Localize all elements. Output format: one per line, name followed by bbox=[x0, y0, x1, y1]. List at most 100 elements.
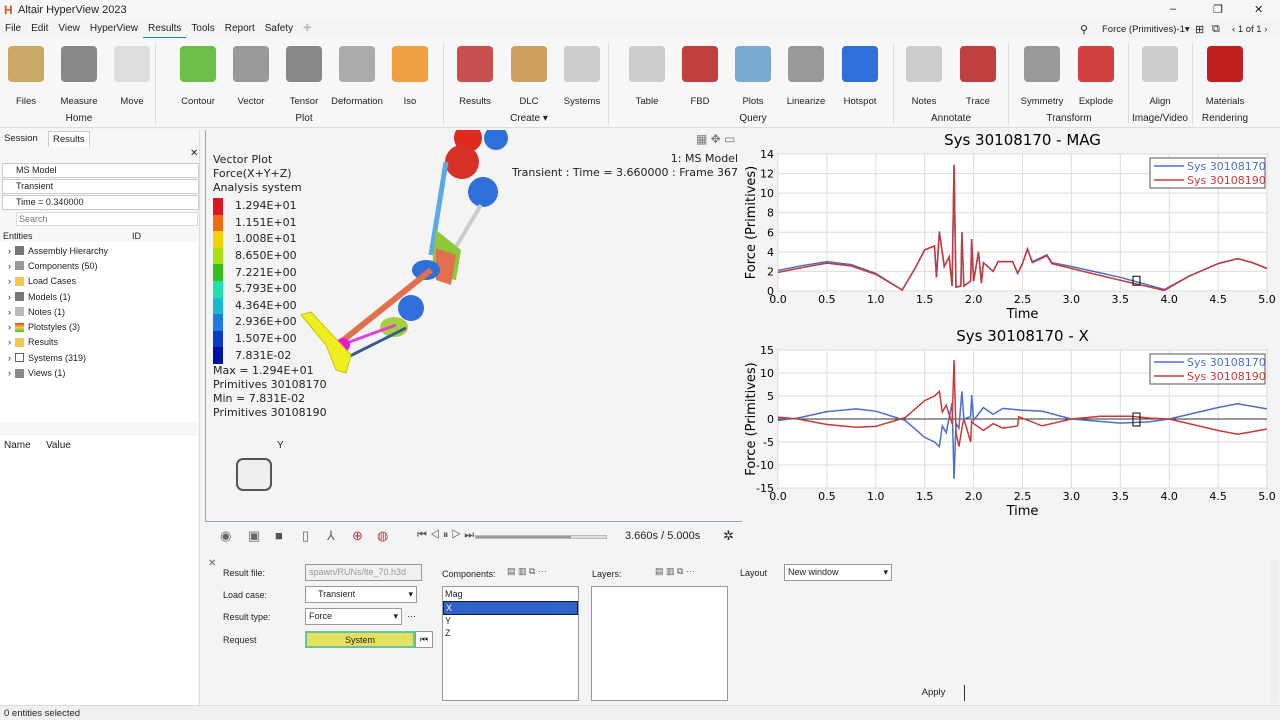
tree-item-assembly[interactable]: › Assembly Hierarchy bbox=[8, 245, 109, 256]
ribbon-systems-button[interactable]: Systems bbox=[556, 46, 608, 107]
id-column-header[interactable]: ID bbox=[132, 231, 141, 241]
viewport-toolbar-icons[interactable]: ▦ ✥ ▭ bbox=[696, 132, 736, 146]
ribbon-hotspot-button[interactable]: Hotspot bbox=[834, 46, 886, 107]
menu-edit[interactable]: Edit bbox=[31, 23, 49, 34]
page-add-icon[interactable]: ⧉ bbox=[1212, 23, 1220, 35]
x-plot[interactable]: Sys 30108170 - X 0.0 0.5 1.0 1.5 2.0 2.5 3.0 3.5… bbox=[742, 324, 1280, 522]
mag-plot[interactable]: Sys 30108170 - MAG 0.0 0.5 1.0 1.5 2.0 2.5 3.0 3… bbox=[742, 128, 1280, 323]
ribbon-iso-button[interactable]: Iso bbox=[384, 46, 436, 107]
legend-swatch bbox=[213, 264, 223, 281]
animation-slider[interactable] bbox=[475, 535, 607, 539]
playback-controls[interactable]: ⏮ ◁ ⏸ ▷ ⏭ bbox=[417, 529, 475, 541]
visibility-icon[interactable]: ◉ bbox=[220, 528, 232, 543]
apply-button[interactable]: Apply bbox=[903, 685, 965, 701]
request-reset-button[interactable]: ⏮ bbox=[415, 631, 433, 648]
contour-legend-icon[interactable]: ▯ bbox=[302, 528, 310, 543]
x-tick-label: 1.5 bbox=[916, 490, 934, 503]
model-viewport[interactable]: Vector Plot Force(X+Y+Z) Analysis system… bbox=[205, 130, 742, 522]
ribbon-measure-button[interactable]: Measure bbox=[53, 46, 105, 107]
3d-icon[interactable]: ◍ bbox=[377, 528, 389, 543]
ribbon-move-button[interactable]: Move bbox=[106, 46, 158, 107]
axes-icon[interactable]: ⅄ bbox=[327, 528, 335, 543]
result-type-select[interactable]: Force ▾ bbox=[305, 608, 402, 625]
page-indicator: 1 of 1 bbox=[1237, 24, 1262, 35]
menu-safety[interactable]: Safety bbox=[264, 23, 294, 34]
model-selector[interactable]: MS Model bbox=[2, 163, 199, 178]
close-button[interactable]: ✕ bbox=[1254, 4, 1264, 16]
legend-row: 5.793E+00 bbox=[213, 280, 327, 298]
loadcase-selector[interactable]: Transient bbox=[2, 179, 199, 194]
layout-icon[interactable]: ⊞ bbox=[1195, 24, 1205, 36]
legend-title-3: Analysis system bbox=[213, 181, 302, 194]
search-input[interactable] bbox=[16, 212, 198, 226]
maximize-button[interactable]: ❐ bbox=[1213, 4, 1223, 16]
layout-select[interactable]: New window ▾ bbox=[784, 564, 892, 581]
load-case-select[interactable]: Transient ▾ bbox=[305, 586, 417, 603]
tree-item-systems[interactable]: › Systems (319) bbox=[8, 352, 87, 363]
request-button[interactable]: System bbox=[305, 631, 415, 648]
component-mag[interactable]: Mag bbox=[445, 589, 463, 599]
suspension-model[interactable] bbox=[296, 130, 536, 380]
page-nav[interactable]: ‹ 1 of 1 › bbox=[1232, 24, 1268, 35]
legend-swatch bbox=[213, 314, 223, 331]
tree-item-plotstyles[interactable]: › Plotstyles (3) bbox=[8, 322, 81, 333]
settings-icon[interactable]: ✲ bbox=[723, 528, 734, 543]
panel-scrollbar[interactable] bbox=[1270, 560, 1278, 703]
layers-tools[interactable]: ▤ ▥ ⧉ ··· bbox=[655, 566, 695, 576]
plots-icon bbox=[735, 46, 771, 82]
trace-icon bbox=[960, 46, 996, 82]
ribbon-deformation-button[interactable]: Deformation bbox=[331, 46, 383, 107]
tree-item-notes[interactable]: › Notes (1) bbox=[8, 306, 66, 317]
layers-list[interactable] bbox=[591, 586, 728, 701]
tab-session[interactable]: Session bbox=[4, 133, 38, 144]
ribbon-linearize-button[interactable]: Linearize bbox=[780, 46, 832, 107]
search-icon[interactable]: ⚲ bbox=[1080, 24, 1089, 36]
ribbon-contour-button[interactable]: Contour bbox=[172, 46, 224, 107]
ribbon-plots-button[interactable]: Plots bbox=[727, 46, 779, 107]
menu-tools[interactable]: Tools bbox=[191, 23, 215, 34]
ribbon-align-button[interactable]: Align bbox=[1134, 46, 1186, 107]
ribbon-dlc-button[interactable]: DLC bbox=[503, 46, 555, 107]
tree-item-models[interactable]: › Models (1) bbox=[8, 291, 71, 302]
tree-item-loadcases[interactable]: › Load Cases bbox=[8, 276, 77, 287]
menu-hyperview[interactable]: HyperView bbox=[89, 23, 139, 34]
result-type-more[interactable]: ··· bbox=[407, 611, 416, 621]
ribbon-notes-button[interactable]: Notes bbox=[898, 46, 950, 107]
tree-item-components[interactable]: › Components (50) bbox=[8, 260, 98, 271]
time-selector[interactable]: Time = 0.340000 bbox=[2, 195, 199, 210]
component-z[interactable]: Z bbox=[445, 628, 451, 638]
y-tick-label: 15 bbox=[760, 344, 774, 357]
ribbon-fbd-button[interactable]: FBD bbox=[674, 46, 726, 107]
view-cube[interactable] bbox=[236, 458, 272, 491]
cube-icon[interactable]: ■ bbox=[275, 528, 283, 543]
ribbon-table-button[interactable]: Table bbox=[621, 46, 673, 107]
component-x[interactable]: X bbox=[443, 601, 578, 615]
ribbon-trace-button[interactable]: Trace bbox=[952, 46, 1004, 107]
zoom-icon[interactable]: ⊕ bbox=[352, 528, 363, 543]
tree-item-views[interactable]: › Views (1) bbox=[8, 368, 66, 379]
ribbon-files-button[interactable]: Files bbox=[0, 46, 52, 107]
result-file-field[interactable]: spawn/RUNs/lte_70.h3d bbox=[305, 564, 422, 581]
ribbon-results-button[interactable]: Results bbox=[449, 46, 501, 107]
tab-results[interactable]: Results bbox=[48, 131, 90, 147]
menu-view[interactable]: View bbox=[58, 23, 80, 34]
menu-results[interactable]: Results bbox=[143, 20, 187, 39]
close-panel-icon[interactable]: ✕ bbox=[208, 558, 217, 569]
ribbon-tensor-button[interactable]: Tensor bbox=[278, 46, 330, 107]
components-tools[interactable]: ▤ ▥ ⧉ ··· bbox=[507, 566, 547, 576]
minimize-button[interactable]: – bbox=[1170, 3, 1177, 15]
components-list[interactable]: Mag X Y Z bbox=[442, 586, 579, 701]
close-panel-icon[interactable]: ✕ bbox=[190, 148, 199, 159]
legend-row: 7.221E+00 bbox=[213, 264, 327, 281]
ribbon-materials-button[interactable]: Materials bbox=[1199, 46, 1251, 107]
add-tab-icon[interactable]: ✚ bbox=[303, 23, 312, 34]
menu-report[interactable]: Report bbox=[224, 23, 255, 34]
tree-item-results[interactable]: › Results bbox=[8, 337, 59, 348]
ribbon-symmetry-button[interactable]: Symmetry bbox=[1016, 46, 1068, 107]
component-y[interactable]: Y bbox=[445, 616, 452, 626]
ribbon-explode-button[interactable]: Explode bbox=[1070, 46, 1122, 107]
menu-file[interactable]: File bbox=[5, 23, 22, 34]
ribbon-vector-button[interactable]: Vector bbox=[225, 46, 277, 107]
plot-name-dropdown[interactable]: Force (Primitives)-1▾ bbox=[1102, 24, 1190, 35]
camera-icon[interactable]: ▣ bbox=[248, 528, 261, 543]
